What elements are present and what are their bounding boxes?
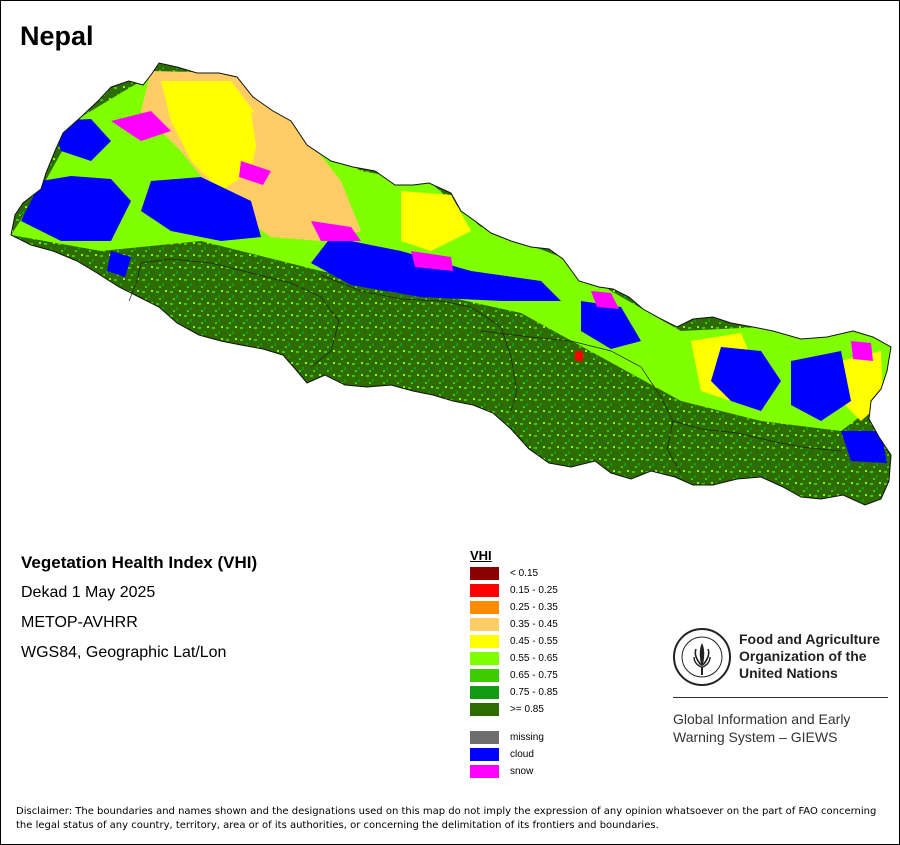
- org-line: Food and Agriculture: [739, 631, 881, 647]
- vhi-zone: [851, 341, 873, 361]
- vhi-zone: [411, 251, 453, 271]
- vhi-raster: [11, 63, 891, 505]
- legend-item: 0.35 - 0.45: [470, 618, 558, 631]
- program-line: Warning System – GIEWS: [673, 729, 838, 745]
- vhi-zone: [841, 431, 887, 463]
- legend-item-other: missing: [470, 731, 544, 744]
- province-line: [672, 420, 842, 452]
- legend-item-other: snow: [470, 765, 533, 778]
- logo-divider: [673, 697, 888, 698]
- vhi-zone: [791, 351, 851, 421]
- vhi-zone: [311, 221, 361, 241]
- province-line: [320, 274, 518, 412]
- legend-item: 0.15 - 0.25: [470, 584, 558, 597]
- vhi-zones: [11, 71, 891, 463]
- org-line: United Nations: [739, 665, 838, 681]
- legend-item: 0.55 - 0.65: [470, 652, 558, 665]
- vhi-zone: [107, 251, 131, 277]
- legend-label: 0.65 - 0.75: [510, 670, 558, 681]
- fao-emblem-icon: [673, 628, 731, 686]
- vhi-zone: [251, 111, 321, 211]
- vhi-zone: [711, 347, 781, 411]
- legend-title: VHI: [470, 548, 492, 563]
- legend-swatch: [470, 567, 499, 580]
- legend-swatch: [470, 635, 499, 648]
- legend-label: missing: [510, 732, 544, 743]
- legend-swatch: [470, 652, 499, 665]
- legend-label: cloud: [510, 749, 534, 760]
- period-text: Dekad 1 May 2025: [21, 584, 156, 601]
- legend-swatch: [470, 669, 499, 682]
- legend-swatch: [470, 686, 499, 699]
- vhi-zone: [591, 291, 619, 309]
- legend-label: < 0.15: [510, 568, 539, 579]
- province-line: [480, 330, 682, 474]
- legend-label: 0.25 - 0.35: [510, 602, 558, 613]
- legend-label: >= 0.85: [510, 704, 544, 715]
- vhi-zone: [141, 177, 261, 241]
- legend-swatch: [470, 731, 499, 744]
- vhi-map: [10, 62, 892, 506]
- legend-item: 0.75 - 0.85: [470, 686, 558, 699]
- country-boundary: [10, 62, 892, 506]
- legend-swatch: [470, 748, 499, 761]
- legend-swatch: [470, 765, 499, 778]
- vhi-zone: [239, 161, 271, 185]
- legend-item: 0.25 - 0.35: [470, 601, 558, 614]
- index-title: Vegetation Health Index (VHI): [21, 553, 258, 572]
- vhi-zone: [161, 81, 261, 191]
- legend-swatch: [470, 618, 499, 631]
- program-line: Global Information and Early: [673, 711, 851, 727]
- legend-item-other: cloud: [470, 748, 534, 761]
- legend-item: >= 0.85: [470, 703, 544, 716]
- legend-label: 0.35 - 0.45: [510, 619, 558, 630]
- legend-item: 0.45 - 0.55: [470, 635, 558, 648]
- legend-item: < 0.15: [470, 567, 538, 580]
- legend-swatch: [470, 601, 499, 614]
- vhi-zone: [401, 191, 471, 251]
- legend-label: 0.45 - 0.55: [510, 636, 558, 647]
- province-boundaries: [128, 258, 842, 474]
- legend-swatch: [470, 584, 499, 597]
- projection-text: WGS84, Geographic Lat/Lon: [21, 644, 227, 661]
- vhi-zone: [111, 111, 171, 141]
- legend-item: 0.65 - 0.75: [470, 669, 558, 682]
- legend-swatch: [470, 703, 499, 716]
- fao-org-name: Food and Agriculture Organization of the…: [739, 631, 880, 682]
- legend-label: 0.55 - 0.65: [510, 653, 558, 664]
- org-line: Organization of the: [739, 648, 867, 664]
- province-line: [140, 258, 340, 368]
- vhi-zone: [575, 351, 583, 361]
- legend-label: 0.75 - 0.85: [510, 687, 558, 698]
- map-title: Nepal: [20, 21, 94, 51]
- vhi-zone: [581, 301, 641, 349]
- disclaimer-text: Disclaimer: The boundaries and names sho…: [16, 806, 877, 831]
- province-line: [128, 262, 142, 302]
- sensor-text: METOP-AVHRR: [21, 614, 138, 631]
- legend-label: 0.15 - 0.25: [510, 585, 558, 596]
- legend-label: snow: [510, 766, 534, 777]
- giews-name: Global Information and Early Warning Sys…: [673, 710, 850, 746]
- vhi-zone: [21, 176, 131, 241]
